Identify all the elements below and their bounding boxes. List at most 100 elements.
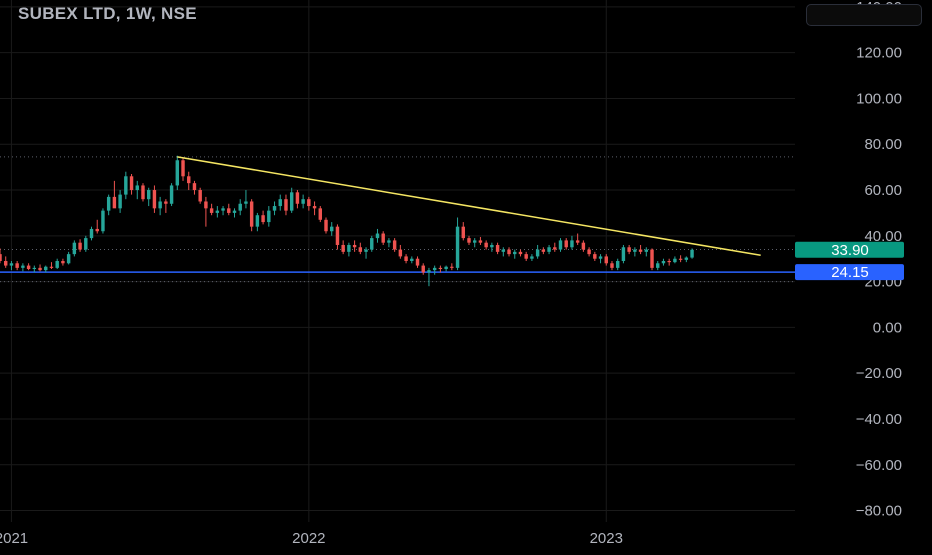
y-tick-label: −80.00	[856, 503, 902, 520]
candle-24	[135, 180, 139, 200]
y-axis[interactable]: 140.00120.00100.0080.0060.0040.0020.000.…	[856, 0, 902, 520]
price-badges: 33.90 24.15	[795, 241, 904, 281]
candle-39	[221, 206, 225, 216]
candle-44	[249, 199, 254, 232]
candle-body	[55, 261, 59, 268]
candle-102	[581, 240, 586, 252]
candle-body	[198, 190, 202, 202]
candle-body	[330, 226, 334, 232]
candle-89	[507, 247, 511, 257]
candle-body	[370, 238, 374, 250]
candle-110	[627, 244, 631, 255]
candle-body	[78, 242, 82, 250]
candle-67	[381, 231, 385, 245]
candle-13	[72, 240, 77, 257]
candle-body	[684, 257, 689, 260]
candle-body	[615, 261, 620, 268]
candle-body	[66, 254, 71, 264]
candle-76	[432, 265, 437, 275]
candle-body	[667, 261, 671, 263]
candle-8	[44, 265, 48, 273]
candle-body	[444, 266, 448, 270]
candle-body	[278, 199, 282, 207]
candle-36	[204, 196, 208, 227]
candle-body	[547, 247, 551, 252]
candle-body	[124, 176, 128, 195]
candle-15	[84, 235, 88, 252]
last-price-badge: 33.90	[795, 241, 904, 259]
y-tick-label: 0.00	[873, 319, 902, 336]
candle-body	[644, 249, 649, 252]
candle-body	[215, 210, 220, 213]
candle-body	[312, 206, 317, 209]
candle-72	[410, 256, 414, 264]
candle-body	[541, 249, 546, 252]
candle-body	[518, 251, 523, 255]
candle-body	[26, 265, 31, 270]
candle-body	[227, 208, 231, 213]
candle-104	[593, 251, 597, 261]
candle-112	[638, 244, 643, 255]
candle-43	[244, 190, 248, 209]
candle-37	[209, 203, 214, 216]
menu-button[interactable]	[806, 4, 922, 26]
last-price-badge-text: 33.90	[831, 242, 869, 259]
candle-69	[392, 238, 397, 252]
candle-body	[427, 270, 431, 273]
candle-19	[106, 194, 111, 216]
trendline-layer[interactable]	[177, 156, 761, 257]
candle-49	[278, 194, 282, 211]
last-price-badge-bg	[795, 241, 904, 258]
candle-38	[215, 206, 220, 218]
candle-59	[335, 224, 340, 250]
candle-body	[141, 185, 145, 200]
y-tick-label: 100.00	[856, 90, 902, 107]
candle-body	[187, 176, 191, 184]
candle-body	[352, 244, 357, 248]
candle-body	[192, 183, 197, 191]
candle-18	[101, 208, 105, 234]
candle-body	[221, 208, 225, 211]
candle-body	[38, 267, 42, 271]
candle-77	[438, 265, 443, 273]
candle-body	[44, 266, 48, 271]
candle-body	[152, 190, 157, 209]
candle-body	[450, 266, 454, 268]
candle-114	[650, 248, 654, 271]
candle-body	[255, 215, 260, 227]
candle-body	[61, 261, 65, 264]
candle-4	[21, 263, 25, 272]
candle-113	[644, 247, 649, 257]
candle-116	[661, 258, 666, 266]
candle-1	[4, 256, 8, 268]
candle-10	[55, 258, 59, 270]
candle-91	[518, 249, 523, 257]
candle-body	[410, 258, 414, 261]
candle-body	[638, 249, 643, 252]
candle-82	[467, 235, 471, 245]
candle-84	[478, 236, 483, 245]
candle-7	[38, 264, 42, 272]
candle-body	[461, 226, 465, 239]
candle-90	[513, 249, 517, 259]
candle-body	[335, 226, 340, 245]
x-axis[interactable]: 2021 2022 2023	[0, 530, 623, 547]
candle-body	[633, 249, 637, 252]
candle-body	[415, 258, 420, 266]
candle-22	[124, 171, 128, 200]
candle-83	[472, 238, 477, 248]
candle-body	[95, 228, 99, 232]
candle-3	[15, 261, 19, 271]
candle-40	[227, 203, 231, 216]
candle-body	[32, 267, 37, 270]
candle-body	[15, 263, 19, 268]
y-tick-label: 60.00	[864, 182, 902, 199]
candle-body	[455, 226, 460, 268]
candle-64	[364, 247, 368, 259]
candle-29	[164, 199, 168, 213]
candle-0	[0, 248, 2, 264]
y-tick-label: −60.00	[856, 457, 902, 474]
candle-body	[4, 261, 8, 266]
